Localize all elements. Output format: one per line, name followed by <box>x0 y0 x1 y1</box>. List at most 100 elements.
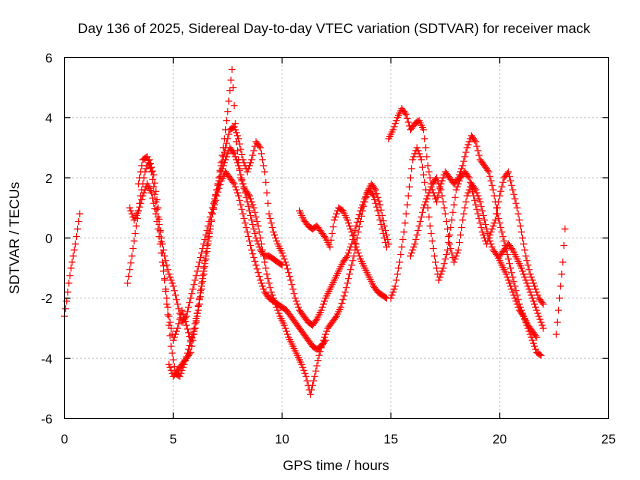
data-point <box>223 139 231 147</box>
data-point <box>190 330 198 338</box>
data-point <box>519 267 527 275</box>
data-point <box>134 207 142 215</box>
data-point <box>191 324 199 332</box>
data-point <box>205 228 213 236</box>
data-point <box>164 266 172 274</box>
data-point <box>341 288 349 296</box>
data-point <box>452 252 460 260</box>
data-point <box>464 189 472 197</box>
data-point <box>421 201 429 209</box>
data-point <box>231 183 239 191</box>
data-point <box>374 207 382 215</box>
data-point <box>231 120 239 128</box>
data-point <box>353 234 361 242</box>
data-point <box>512 297 520 305</box>
data-points <box>61 66 569 398</box>
data-point <box>488 243 496 251</box>
data-point <box>422 198 430 206</box>
data-point <box>197 254 204 262</box>
data-point <box>166 273 174 281</box>
data-point <box>499 232 507 240</box>
data-point <box>259 282 267 290</box>
data-point <box>228 66 236 74</box>
data-point <box>519 311 527 319</box>
y-tick-label: 0 <box>45 231 52 246</box>
data-point <box>404 118 412 126</box>
data-point <box>463 144 471 152</box>
data-point <box>510 190 518 198</box>
series-track-f <box>296 204 391 302</box>
data-point <box>379 217 387 225</box>
data-point <box>211 201 219 209</box>
data-point <box>450 258 458 266</box>
data-point <box>416 217 424 225</box>
data-point <box>68 258 76 266</box>
data-point <box>417 213 425 221</box>
data-point <box>62 305 70 313</box>
data-point <box>418 208 426 216</box>
data-point <box>504 276 512 284</box>
data-point <box>182 321 190 329</box>
data-point <box>255 272 263 280</box>
data-point <box>513 204 521 212</box>
data-point <box>533 306 541 314</box>
data-point <box>507 264 515 272</box>
data-point <box>416 153 424 161</box>
data-point <box>410 243 418 251</box>
data-point <box>397 251 405 259</box>
data-point <box>352 243 360 251</box>
data-point <box>495 214 503 222</box>
data-point <box>265 210 273 218</box>
data-point <box>188 342 196 350</box>
data-point <box>267 219 275 227</box>
data-point <box>388 291 396 299</box>
data-point <box>377 206 385 214</box>
data-point <box>500 237 508 245</box>
data-point <box>224 108 232 116</box>
data-point <box>244 165 252 173</box>
data-point <box>145 160 153 168</box>
data-point <box>455 239 463 247</box>
data-point <box>171 291 179 299</box>
data-point <box>438 267 446 275</box>
data-point <box>339 296 347 304</box>
data-point <box>149 175 157 183</box>
data-point <box>66 272 74 280</box>
data-point <box>536 315 544 323</box>
data-point <box>381 293 389 301</box>
data-point <box>519 234 527 242</box>
data-point <box>417 156 425 164</box>
data-point <box>313 362 321 370</box>
data-point <box>185 303 193 311</box>
data-point <box>126 204 134 212</box>
data-point <box>526 270 534 278</box>
data-point <box>224 135 232 143</box>
data-point <box>487 177 495 185</box>
data-point <box>148 168 156 176</box>
data-point <box>262 264 270 272</box>
data-point <box>76 210 84 218</box>
data-point <box>421 178 429 186</box>
series-track-h <box>387 144 547 308</box>
data-point <box>173 327 181 335</box>
data-point <box>494 204 502 212</box>
data-point <box>414 226 422 234</box>
data-point <box>263 189 271 197</box>
data-point <box>278 261 286 269</box>
data-point <box>399 236 407 244</box>
data-point <box>183 325 191 333</box>
data-point <box>348 261 356 269</box>
data-point <box>176 372 184 380</box>
data-point <box>340 292 348 300</box>
data-point <box>451 193 459 201</box>
data-point <box>457 231 465 239</box>
data-point <box>360 198 368 206</box>
data-point <box>231 153 239 161</box>
data-point <box>532 332 540 340</box>
data-point <box>435 276 443 284</box>
data-point <box>195 258 203 266</box>
data-point <box>220 148 228 156</box>
data-point <box>127 259 135 267</box>
data-point <box>282 327 290 335</box>
